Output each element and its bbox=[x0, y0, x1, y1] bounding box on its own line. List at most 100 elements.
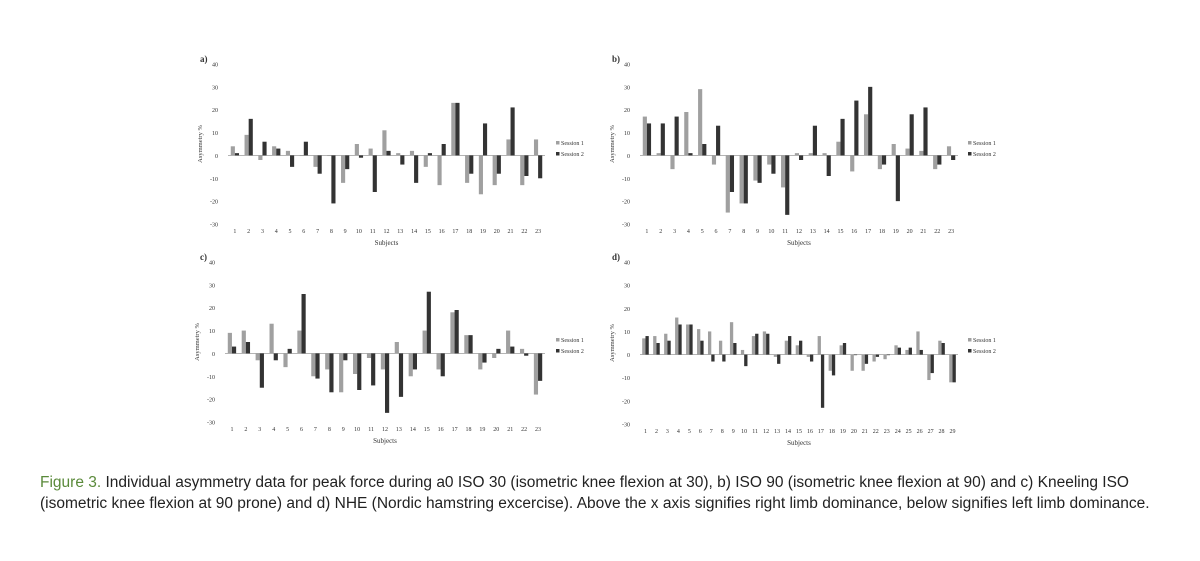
x-tick-label: 3 bbox=[261, 229, 264, 235]
x-tick-label: 27 bbox=[928, 429, 934, 435]
x-axis-label: Subjects bbox=[375, 239, 399, 247]
x-tick-label: 14 bbox=[410, 427, 416, 433]
bar-session-2 bbox=[290, 155, 295, 167]
x-tick-label: 15 bbox=[796, 429, 802, 435]
bar-session-1 bbox=[718, 340, 723, 355]
x-tick-label: 24 bbox=[895, 429, 901, 435]
x-tick-label: 8 bbox=[721, 429, 724, 435]
x-tick-label: 6 bbox=[699, 429, 702, 435]
bar-session-1 bbox=[877, 155, 882, 170]
x-tick-label: 8 bbox=[328, 427, 331, 433]
bar-session-2 bbox=[826, 155, 831, 176]
bar-session-2 bbox=[799, 340, 803, 355]
x-tick-label: 15 bbox=[424, 427, 430, 433]
bar-session-2 bbox=[331, 155, 336, 204]
bar-session-1 bbox=[450, 312, 455, 354]
x-tick-label: 6 bbox=[300, 427, 303, 433]
legend-swatch bbox=[968, 338, 972, 342]
y-tick-label: 10 bbox=[624, 131, 630, 137]
bar-session-1 bbox=[739, 155, 744, 204]
bar-session-1 bbox=[740, 349, 745, 355]
bar-session-2 bbox=[510, 107, 515, 156]
bar-session-1 bbox=[297, 330, 302, 354]
x-tick-label: 10 bbox=[354, 427, 360, 433]
bar-session-2 bbox=[941, 343, 945, 355]
x-tick-label: 8 bbox=[330, 229, 333, 235]
bar-session-2 bbox=[831, 354, 836, 376]
y-tick-label: 40 bbox=[624, 261, 630, 267]
x-tick-label: 21 bbox=[920, 229, 926, 235]
bar-session-1 bbox=[519, 348, 525, 354]
x-tick-label: 3 bbox=[258, 427, 261, 433]
y-tick-label: -10 bbox=[210, 177, 218, 183]
x-tick-label: 6 bbox=[715, 229, 718, 235]
x-tick-label: 23 bbox=[884, 429, 890, 435]
bar-session-2 bbox=[538, 155, 543, 179]
x-tick-label: 16 bbox=[807, 429, 813, 435]
bar-session-1 bbox=[533, 353, 539, 395]
bar-session-1 bbox=[241, 330, 246, 354]
y-tick-label: 20 bbox=[212, 108, 218, 114]
bar-session-2 bbox=[645, 336, 649, 355]
y-tick-label: 0 bbox=[627, 154, 630, 160]
x-tick-label: 10 bbox=[768, 229, 774, 235]
panel-label: a) bbox=[200, 54, 208, 64]
bar-session-2 bbox=[757, 155, 762, 183]
x-tick-label: 11 bbox=[782, 229, 788, 235]
y-tick-label: 40 bbox=[209, 261, 215, 267]
bar-session-1 bbox=[409, 150, 415, 156]
bar-session-1 bbox=[933, 155, 938, 170]
bar-session-1 bbox=[656, 153, 661, 156]
bar-session-1 bbox=[684, 112, 689, 156]
y-tick-label: 30 bbox=[624, 85, 630, 91]
bar-session-2 bbox=[937, 155, 942, 165]
bar-session-1 bbox=[382, 130, 387, 156]
bar-session-2 bbox=[231, 346, 237, 354]
x-tick-label: 19 bbox=[480, 229, 486, 235]
x-tick-label: 13 bbox=[810, 229, 816, 235]
x-tick-label: 1 bbox=[645, 229, 648, 235]
bar-session-1 bbox=[949, 354, 953, 383]
y-tick-label: 10 bbox=[212, 131, 218, 137]
bar-session-1 bbox=[828, 354, 832, 371]
y-tick-label: -20 bbox=[622, 200, 630, 206]
y-tick-label: 0 bbox=[215, 154, 218, 160]
y-tick-label: 40 bbox=[212, 63, 218, 69]
bar-session-1 bbox=[451, 102, 456, 156]
x-tick-label: 18 bbox=[829, 429, 835, 435]
bar-session-2 bbox=[812, 125, 817, 156]
bar-session-2 bbox=[733, 343, 737, 355]
x-tick-label: 18 bbox=[465, 427, 471, 433]
bar-session-2 bbox=[840, 118, 845, 156]
x-tick-label: 14 bbox=[785, 429, 791, 435]
x-tick-label: 22 bbox=[521, 229, 527, 235]
bar-session-2 bbox=[357, 353, 362, 390]
bar-session-1 bbox=[707, 331, 712, 355]
x-tick-label: 21 bbox=[862, 429, 868, 435]
legend-swatch bbox=[556, 141, 560, 145]
x-tick-label: 16 bbox=[439, 229, 445, 235]
x-tick-label: 8 bbox=[742, 229, 745, 235]
x-tick-label: 3 bbox=[666, 429, 669, 435]
bar-session-1 bbox=[675, 317, 679, 355]
legend-label: Session 2 bbox=[561, 152, 584, 158]
bar-session-1 bbox=[272, 146, 277, 156]
bar-session-1 bbox=[762, 331, 767, 355]
bar-session-2 bbox=[674, 116, 679, 156]
bar-session-1 bbox=[313, 155, 318, 167]
x-tick-label: 7 bbox=[314, 427, 317, 433]
bar-session-2 bbox=[881, 155, 887, 165]
x-tick-label: 21 bbox=[508, 229, 514, 235]
bar-session-2 bbox=[711, 354, 715, 362]
x-tick-label: 13 bbox=[396, 427, 402, 433]
bar-session-2 bbox=[259, 353, 264, 388]
bar-session-2 bbox=[923, 107, 928, 156]
x-tick-label: 11 bbox=[370, 229, 376, 235]
bar-session-1 bbox=[927, 354, 931, 381]
bar-session-1 bbox=[795, 345, 799, 355]
x-tick-label: 5 bbox=[286, 427, 289, 433]
bar-session-2 bbox=[414, 155, 419, 183]
panel-label: c) bbox=[200, 252, 207, 262]
